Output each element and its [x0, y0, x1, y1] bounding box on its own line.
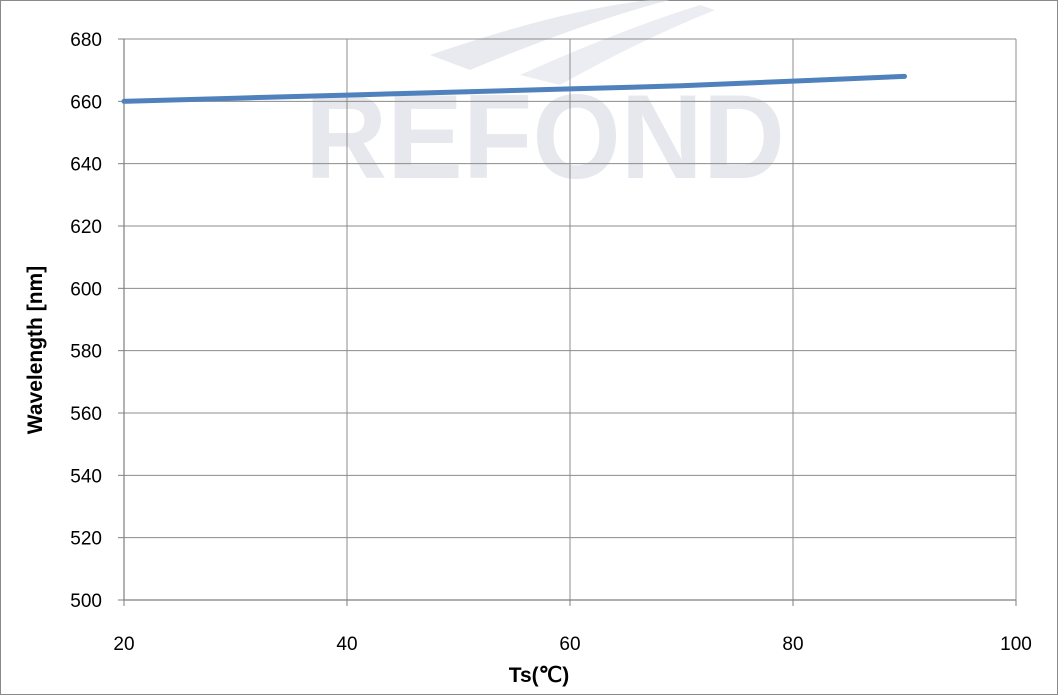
y-tick-label: 540 — [70, 466, 102, 487]
y-tick-label: 620 — [70, 217, 102, 238]
x-tick-label: 40 — [336, 634, 357, 655]
series-line — [121, 73, 907, 104]
gridlines — [123, 38, 1017, 601]
watermark-logo: REFOND — [305, 0, 785, 204]
y-tick-label: 600 — [70, 279, 102, 300]
y-tick-label: 500 — [70, 591, 102, 612]
x-tick-labels: 20 40 60 80 100 — [113, 634, 1031, 655]
x-tick-label: 60 — [559, 634, 580, 655]
y-tick-label: 660 — [70, 92, 102, 113]
y-tick-label: 580 — [70, 342, 102, 363]
x-tick-label: 80 — [782, 634, 803, 655]
x-tick-label: 100 — [1000, 634, 1032, 655]
y-tick-label: 640 — [70, 155, 102, 176]
y-axis-title: Wavelength [nm] — [24, 266, 47, 434]
y-tick-labels: 500 520 540 560 580 600 620 640 660 680 — [70, 30, 102, 612]
x-axis-title: Ts(℃) — [509, 664, 570, 687]
x-tick-label: 20 — [113, 634, 134, 655]
axes — [118, 38, 1017, 606]
series-layer — [121, 73, 907, 104]
y-tick-label: 560 — [70, 404, 102, 425]
y-tick-label: 680 — [70, 30, 102, 51]
y-tick-label: 520 — [70, 529, 102, 550]
